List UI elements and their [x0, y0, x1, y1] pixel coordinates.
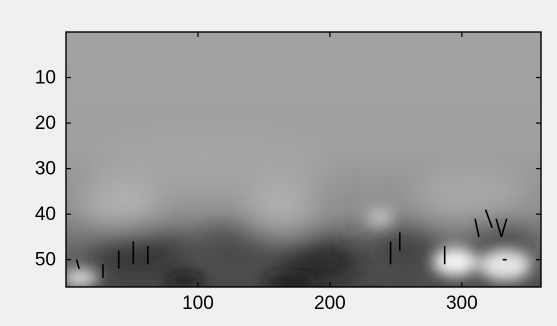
y-axis: 10 20 30 40 50 [35, 68, 541, 271]
y-tick-label: 50 [35, 250, 56, 271]
x-tick-label: 100 [182, 293, 214, 314]
annotation-stroke [75, 259, 80, 270]
annotation-stroke [484, 209, 493, 229]
y-tick-label: 20 [35, 113, 56, 134]
heatmap-texture [80, 140, 530, 284]
heatmap-highlights [66, 208, 531, 287]
y-tick-label: 10 [35, 68, 56, 89]
x-axis: 100 200 300 [182, 32, 478, 314]
x-tick-label: 300 [446, 293, 478, 314]
plot-area [66, 32, 541, 287]
y-tick-label: 40 [35, 204, 56, 225]
annotation-stroke [495, 218, 503, 238]
annotation-strokes [75, 209, 508, 278]
annotation-stroke [474, 218, 480, 238]
plot-frame [65, 31, 542, 288]
annotation-stroke [500, 218, 508, 238]
y-tick-label: 30 [35, 159, 56, 180]
x-tick-label: 200 [314, 293, 346, 314]
